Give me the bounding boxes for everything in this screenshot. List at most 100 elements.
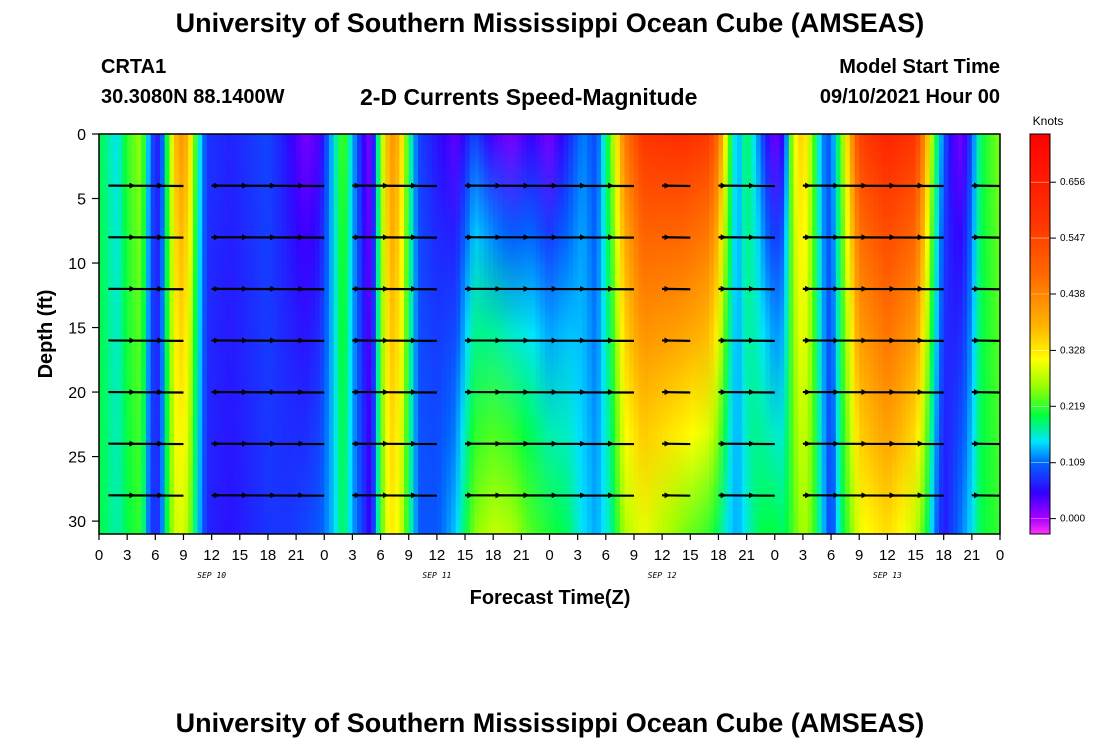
heatmap-cell	[441, 134, 447, 534]
x-tick-label: 0	[545, 547, 553, 564]
heatmap-cell	[357, 134, 363, 534]
heatmap-cell	[394, 134, 400, 534]
x-tick-label: 12	[429, 547, 446, 564]
heatmap-cell	[145, 134, 152, 534]
colorbar-tick-label: 0.328	[1060, 345, 1085, 356]
heatmap-cell	[493, 134, 499, 534]
heatmap-cell	[174, 134, 180, 534]
x-tick-label: 15	[682, 547, 699, 564]
heatmap-cell	[685, 134, 691, 534]
heatmap-cell	[380, 134, 386, 534]
heatmap-cell	[863, 134, 870, 534]
date-label: SEP 13	[873, 571, 902, 580]
heatmap-cell	[638, 134, 644, 534]
heatmap-cell	[629, 134, 635, 534]
heatmap-cell	[938, 134, 945, 534]
x-tick-label: 15	[457, 547, 474, 564]
heatmap-cell	[812, 134, 818, 534]
heatmap-cell	[244, 134, 250, 534]
heatmap-cell	[821, 134, 827, 534]
heatmap-cell	[122, 134, 128, 534]
heatmap-cell	[516, 134, 522, 534]
heatmap-cell	[521, 134, 527, 534]
colorbar-tick-label: 0.547	[1060, 233, 1085, 244]
heatmap-cell	[258, 134, 264, 534]
heatmap-cell	[526, 134, 532, 534]
y-tick-label: 10	[68, 256, 86, 273]
heatmap-cell	[385, 134, 391, 534]
x-tick-label: 0	[320, 547, 328, 564]
x-tick-label: 21	[513, 547, 530, 564]
heatmap-cell	[418, 134, 424, 534]
heatmap-cell	[774, 134, 781, 534]
heatmap-cell	[511, 134, 518, 534]
heatmap-cell	[859, 134, 865, 534]
heatmap-cell	[474, 134, 480, 534]
heatmap-cell	[662, 134, 668, 534]
x-tick-label: 15	[907, 547, 924, 564]
heatmap-cell	[465, 134, 471, 534]
heatmap-cell	[277, 134, 283, 534]
heatmap-cell	[652, 134, 659, 534]
heatmap-cell	[981, 134, 987, 534]
heatmap-cell	[835, 134, 842, 534]
y-tick-label: 5	[77, 192, 86, 209]
x-tick-label: 9	[855, 547, 863, 564]
x-tick-label: 12	[654, 547, 671, 564]
heatmap-cell	[540, 134, 546, 534]
heatmap-cell	[826, 134, 832, 534]
heatmap-cell	[934, 134, 940, 534]
heatmap-cell	[328, 134, 335, 534]
heatmap-cell	[854, 134, 860, 534]
heatmap-cell	[699, 134, 705, 534]
heatmap-cell	[882, 134, 888, 534]
colorbar-tick-label: 0.219	[1060, 401, 1085, 412]
heatmap-cell	[286, 134, 292, 534]
heatmap-cell	[558, 134, 565, 534]
x-tick-label: 0	[771, 547, 779, 564]
heatmap-cell	[535, 134, 541, 534]
heatmap-cell	[507, 134, 513, 534]
heatmap-cell	[802, 134, 809, 534]
heatmap-cell	[178, 134, 185, 534]
heatmap-cell	[718, 134, 724, 534]
heatmap-cell	[183, 134, 189, 534]
heatmap-cell	[404, 134, 410, 534]
model-start-label: Model Start Time	[839, 56, 1000, 78]
y-axis: 0 5 10 15 20 25 30	[68, 127, 99, 531]
heatmap-cell	[291, 134, 297, 534]
colorbar-tick-label: 0.000	[1060, 514, 1085, 525]
heatmap-cell	[615, 134, 621, 534]
heatmap-cell	[643, 134, 649, 534]
heatmap-cell	[577, 134, 583, 534]
heatmap-cell	[267, 134, 274, 534]
heatmap-cell	[877, 134, 884, 534]
colorbar: Knots 0.656 0.547 0.438 0.328 0.219 0.109 0.00…	[1029, 114, 1085, 535]
heatmap-cell	[770, 134, 776, 534]
heatmap-cell	[572, 134, 579, 534]
heatmap-cell	[422, 134, 429, 534]
heatmap-cell	[455, 134, 461, 534]
colorbar-tick-label: 0.656	[1060, 177, 1085, 188]
heatmap-cell	[136, 134, 142, 534]
heatmap-cell	[666, 134, 673, 534]
heatmap-cell	[587, 134, 593, 534]
heatmap-cell	[601, 134, 607, 534]
station-name: CRTA1	[101, 56, 167, 78]
heatmap-cell	[483, 134, 490, 534]
heatmap-cell	[788, 134, 795, 534]
heatmap-cell	[502, 134, 508, 534]
heatmap-cell	[352, 134, 358, 534]
heatmap-cell	[807, 134, 813, 534]
heatmap-cell	[469, 134, 476, 534]
heatmap-cell	[896, 134, 903, 534]
date-label: SEP 12	[648, 571, 677, 580]
heatmap-cell	[127, 134, 133, 534]
heatmap-cell	[737, 134, 743, 534]
chart-subtitle: 2-D Currents Speed-Magnitude	[360, 84, 698, 110]
x-axis-label: Forecast Time(Z)	[470, 587, 631, 609]
heatmap-cell	[784, 134, 790, 534]
heatmap-cell	[296, 134, 302, 534]
current-vectors	[108, 182, 1000, 499]
heatmap-cell	[197, 134, 203, 534]
